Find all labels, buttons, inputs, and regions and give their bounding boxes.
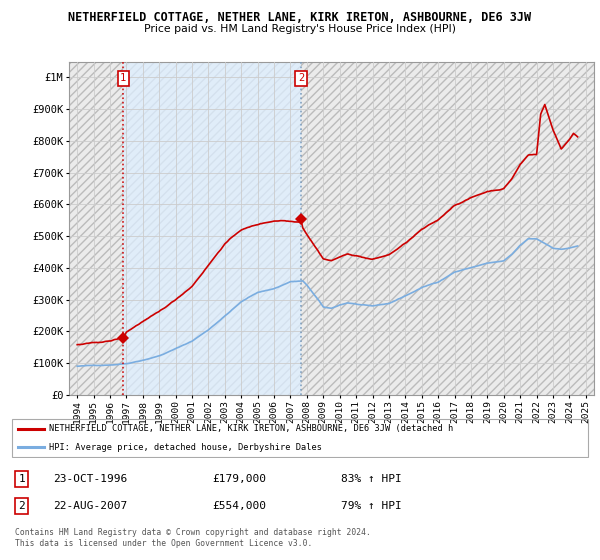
Text: £554,000: £554,000 xyxy=(212,501,266,511)
Text: 1: 1 xyxy=(19,474,25,484)
Bar xyxy=(124,62,301,395)
Text: NETHERFIELD COTTAGE, NETHER LANE, KIRK IRETON, ASHBOURNE, DE6 3JW: NETHERFIELD COTTAGE, NETHER LANE, KIRK I… xyxy=(68,11,532,24)
Text: NETHERFIELD COTTAGE, NETHER LANE, KIRK IRETON, ASHBOURNE, DE6 3JW (detached h: NETHERFIELD COTTAGE, NETHER LANE, KIRK I… xyxy=(49,424,453,433)
Text: HPI: Average price, detached house, Derbyshire Dales: HPI: Average price, detached house, Derb… xyxy=(49,443,322,452)
Text: 22-AUG-2007: 22-AUG-2007 xyxy=(53,501,127,511)
Text: Price paid vs. HM Land Registry's House Price Index (HPI): Price paid vs. HM Land Registry's House … xyxy=(144,24,456,34)
Text: 2: 2 xyxy=(298,73,304,83)
Text: 2: 2 xyxy=(19,501,25,511)
Text: 79% ↑ HPI: 79% ↑ HPI xyxy=(341,501,401,511)
Text: 23-OCT-1996: 23-OCT-1996 xyxy=(53,474,127,484)
Text: 1: 1 xyxy=(120,73,127,83)
Text: £179,000: £179,000 xyxy=(212,474,266,484)
Text: 83% ↑ HPI: 83% ↑ HPI xyxy=(341,474,401,484)
Text: Contains HM Land Registry data © Crown copyright and database right 2024.
This d: Contains HM Land Registry data © Crown c… xyxy=(15,528,371,548)
